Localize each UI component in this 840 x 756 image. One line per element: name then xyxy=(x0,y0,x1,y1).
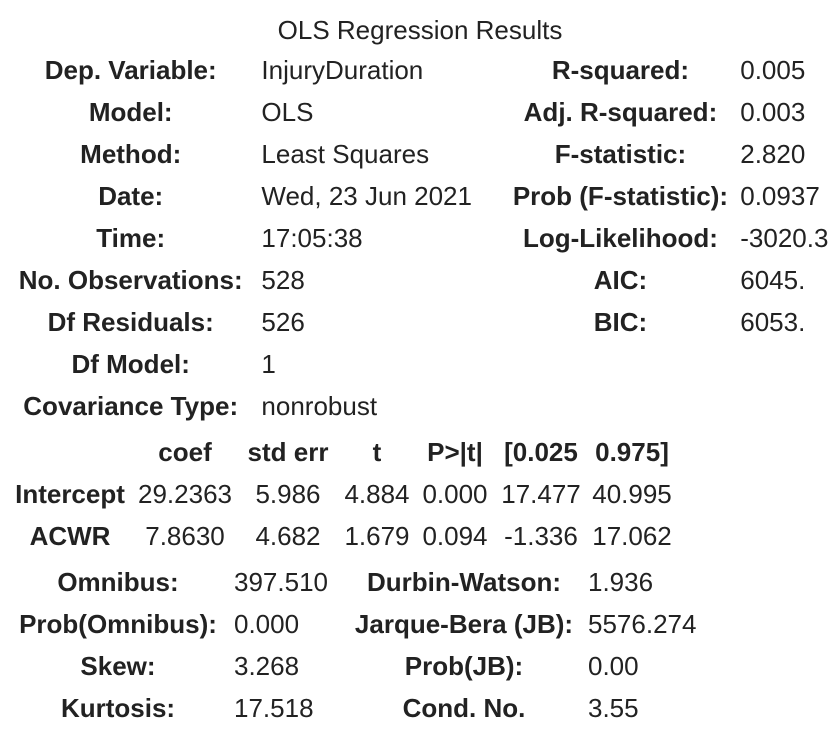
coef-row-name: ACWR xyxy=(29,521,111,551)
summary-label: Covariance Type: xyxy=(23,391,239,421)
summary-label: Log-Likelihood: xyxy=(522,223,718,253)
summary-value: 6053. xyxy=(740,307,806,337)
table-row: Kurtosis: 17.518 Cond. No. 3.55 xyxy=(6,687,728,729)
table-row: Prob(Omnibus): 0.000 Jarque-Bera (JB): 5… xyxy=(6,603,728,645)
diagnostic-label: Prob(JB): xyxy=(404,651,524,681)
table-row: Method: Least Squares F-statistic: 2.820 xyxy=(6,133,840,175)
column-header-ci-high: 0.975] xyxy=(595,437,669,467)
summary-label: Time: xyxy=(96,223,166,253)
diagnostics-table: Omnibus: 397.510 Durbin-Watson: 1.936 Pr… xyxy=(6,561,728,729)
summary-value: 2.820 xyxy=(740,139,806,169)
summary-value xyxy=(736,343,840,385)
summary-value: nonrobust xyxy=(261,391,378,421)
summary-value: Least Squares xyxy=(261,139,430,169)
summary-value: Wed, 23 Jun 2021 xyxy=(261,181,472,211)
table-row: Df Model: 1 xyxy=(6,343,840,385)
summary-label xyxy=(505,343,737,385)
summary-label: BIC: xyxy=(593,307,648,337)
table-header-row: coef std err t P>|t| [0.025 0.975] xyxy=(8,431,676,473)
summary-label: R-squared: xyxy=(551,55,690,85)
summary-label: No. Observations: xyxy=(18,265,243,295)
summary-value: 528 xyxy=(261,265,305,295)
t-value: 1.679 xyxy=(344,521,410,551)
table-caption: OLS Regression Results xyxy=(277,15,563,45)
summary-label: Df Model: xyxy=(71,349,190,379)
summary-label: Date: xyxy=(98,181,164,211)
summary-value: 0.005 xyxy=(740,55,806,85)
table-row: Intercept 29.2363 5.986 4.884 0.000 17.4… xyxy=(8,473,676,515)
summary-value: OLS xyxy=(261,97,314,127)
coef-value: 29.2363 xyxy=(138,479,232,509)
table-row: Date: Wed, 23 Jun 2021 Prob (F-statistic… xyxy=(6,175,840,217)
summary-label: Model: xyxy=(88,97,173,127)
summary-value: -3020.3 xyxy=(740,223,829,253)
summary-label: Method: xyxy=(80,139,182,169)
column-header-t: t xyxy=(372,437,382,467)
summary-value: 6045. xyxy=(740,265,806,295)
column-header xyxy=(8,431,132,473)
table-row: Model: OLS Adj. R-squared: 0.003 xyxy=(6,91,840,133)
table-row: Skew: 3.268 Prob(JB): 0.00 xyxy=(6,645,728,687)
t-value: 4.884 xyxy=(344,479,410,509)
table-row: ACWR 7.8630 4.682 1.679 0.094 -1.336 17.… xyxy=(8,515,676,557)
summary-value: 0.0937 xyxy=(740,181,820,211)
table-row: Time: 17:05:38 Log-Likelihood: -3020.3 xyxy=(6,217,840,259)
table-row: No. Observations: 528 AIC: 6045. xyxy=(6,259,840,301)
table-row: Omnibus: 397.510 Durbin-Watson: 1.936 xyxy=(6,561,728,603)
ci-high-value: 17.062 xyxy=(592,521,672,551)
table-row: Dep. Variable: InjuryDuration R-squared:… xyxy=(6,49,840,91)
diagnostic-value: 1.936 xyxy=(588,567,654,597)
diagnostic-label: Durbin-Watson: xyxy=(367,567,561,597)
diagnostic-value: 3.268 xyxy=(234,651,300,681)
summary-value xyxy=(736,385,840,427)
column-header-ci-low: [0.025 xyxy=(504,437,578,467)
diagnostic-label: Cond. No. xyxy=(402,693,526,723)
summary-value: 526 xyxy=(261,307,305,337)
diagnostic-value: 5576.274 xyxy=(588,609,697,639)
column-header-p: P>|t| xyxy=(427,437,483,467)
p-value: 0.094 xyxy=(422,521,488,551)
summary-value: 0.003 xyxy=(740,97,806,127)
diagnostic-value: 397.510 xyxy=(234,567,328,597)
column-header-std-err: std err xyxy=(247,437,329,467)
std-err-value: 5.986 xyxy=(255,479,321,509)
diagnostic-value: 17.518 xyxy=(234,693,314,723)
summary-label: Prob (F-statistic): xyxy=(512,181,729,211)
ci-high-value: 40.995 xyxy=(592,479,672,509)
diagnostic-value: 0.000 xyxy=(234,609,300,639)
diagnostic-label: Jarque-Bera (JB): xyxy=(354,609,574,639)
summary-label: Df Residuals: xyxy=(47,307,214,337)
summary-value: InjuryDuration xyxy=(261,55,424,85)
diagnostic-value: 0.00 xyxy=(588,651,639,681)
summary-label: Adj. R-squared: xyxy=(523,97,718,127)
coef-row-name: Intercept xyxy=(15,479,125,509)
diagnostic-value: 3.55 xyxy=(588,693,639,723)
summary-label xyxy=(505,385,737,427)
column-header-coef: coef xyxy=(158,437,212,467)
table-row: Covariance Type: nonrobust xyxy=(6,385,840,427)
ci-low-value: -1.336 xyxy=(504,521,578,551)
p-value: 0.000 xyxy=(422,479,488,509)
ci-low-value: 17.477 xyxy=(501,479,581,509)
std-err-value: 4.682 xyxy=(255,521,321,551)
summary-label: F-statistic: xyxy=(554,139,687,169)
summary-table: Dep. Variable: InjuryDuration R-squared:… xyxy=(6,49,840,427)
summary-value: 1 xyxy=(261,349,276,379)
summary-value: 17:05:38 xyxy=(261,223,363,253)
summary-label: AIC: xyxy=(593,265,648,295)
diagnostic-label: Skew: xyxy=(80,651,156,681)
diagnostic-label: Prob(Omnibus): xyxy=(19,609,217,639)
coef-value: 7.8630 xyxy=(145,521,225,551)
diagnostic-label: Kurtosis: xyxy=(60,693,176,723)
table-row: Df Residuals: 526 BIC: 6053. xyxy=(6,301,840,343)
diagnostic-label: Omnibus: xyxy=(57,567,179,597)
coefficients-table: coef std err t P>|t| [0.025 0.975] Inter… xyxy=(8,431,676,557)
summary-label: Dep. Variable: xyxy=(44,55,217,85)
